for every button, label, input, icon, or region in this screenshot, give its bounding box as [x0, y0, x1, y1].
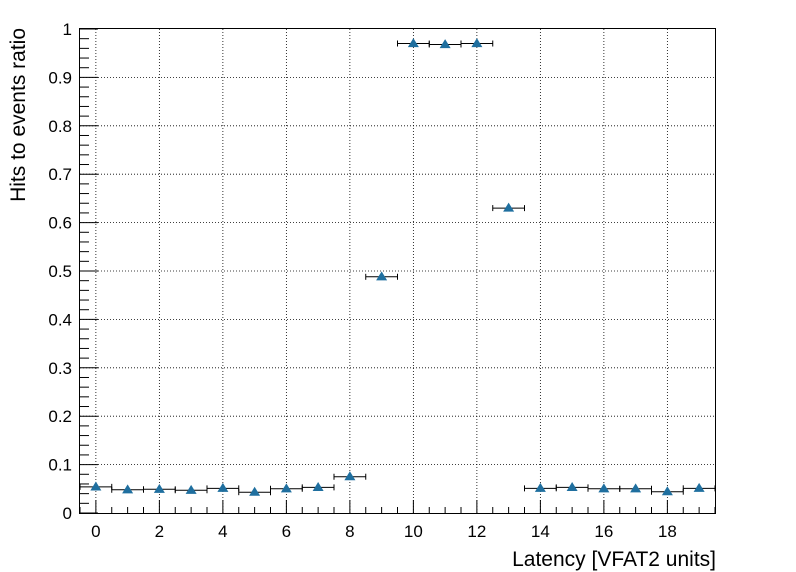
- x-tick-labels: 0 2 4 6 8 10 12 14 16 18: [91, 522, 677, 541]
- x-tick-label: 4: [218, 522, 227, 541]
- triangle-marker: [249, 486, 261, 496]
- triangle-marker: [280, 483, 292, 493]
- data-point: [460, 38, 494, 48]
- triangle-marker: [471, 38, 483, 48]
- y-tick-label: 0.9: [48, 68, 72, 87]
- x-tick-label: 16: [594, 522, 613, 541]
- y-axis-title: Hits to events ratio: [7, 28, 30, 202]
- triangle-marker: [407, 38, 419, 48]
- data-point: [651, 486, 684, 496]
- data-point: [365, 271, 398, 281]
- y-tick-label: 0: [63, 504, 72, 523]
- y-tick-label: 0.2: [48, 407, 72, 426]
- plot-frame: [79, 28, 716, 514]
- triangle-marker: [661, 486, 673, 496]
- x-tick-label: 8: [345, 522, 354, 541]
- data-point: [682, 482, 716, 492]
- y-tick-label: 0.1: [48, 456, 72, 475]
- triangle-marker: [153, 483, 165, 493]
- y-tick-label: 0.5: [48, 262, 72, 281]
- x-tick-label: 0: [91, 522, 100, 541]
- triangle-marker: [439, 39, 451, 49]
- triangle-marker: [90, 481, 102, 491]
- x-axis-title: Latency [VFAT2 units]: [512, 548, 716, 571]
- grid: [80, 29, 715, 513]
- y-tick-label: 0.8: [48, 117, 72, 136]
- triangle-marker: [185, 484, 197, 494]
- triangle-marker: [312, 481, 324, 491]
- data-point: [301, 481, 335, 491]
- y-tick-label: 1: [63, 20, 72, 39]
- triangle-marker: [598, 483, 610, 493]
- triangle-marker: [693, 482, 705, 492]
- x-tick-label: 6: [282, 522, 291, 541]
- y-tick-label: 0.4: [48, 310, 72, 329]
- triangle-marker: [122, 484, 134, 494]
- y-tick-labels: 0 0.1 0.2 0.3 0.4 0.5 0.6 0.7 0.8 0.9 1: [48, 20, 72, 523]
- data-point: [492, 202, 525, 212]
- y-tick-label: 0.3: [48, 359, 72, 378]
- y-tick-label: 0.7: [48, 165, 72, 184]
- x-tick-label: 10: [404, 522, 423, 541]
- triangle-marker: [630, 483, 642, 493]
- x-tick-label: 18: [658, 522, 677, 541]
- triangle-marker: [344, 471, 356, 481]
- x-tick-label: 2: [155, 522, 164, 541]
- data-points: [79, 38, 716, 496]
- triangle-marker: [503, 202, 515, 212]
- triangle-marker: [534, 482, 546, 492]
- triangle-marker: [376, 271, 388, 281]
- data-point: [333, 471, 367, 481]
- y-tick-label: 0.6: [48, 214, 72, 233]
- x-tick-label: 12: [467, 522, 486, 541]
- data-point: [238, 486, 271, 496]
- triangle-marker: [217, 482, 229, 492]
- x-tick-label: 14: [531, 522, 550, 541]
- triangle-marker: [566, 481, 578, 491]
- axis-ticks: [79, 28, 716, 514]
